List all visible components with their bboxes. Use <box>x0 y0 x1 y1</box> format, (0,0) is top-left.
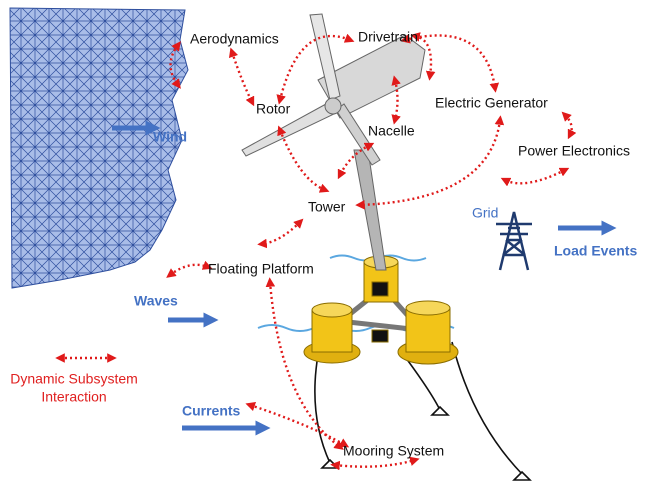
label: Electric Generator <box>435 95 548 111</box>
label: Nacelle <box>368 123 415 139</box>
label: Power Electronics <box>518 143 630 159</box>
label: Tower <box>308 199 346 215</box>
label: Rotor <box>256 101 291 117</box>
label: Aerodynamics <box>190 31 279 47</box>
load-label: Wind <box>153 129 187 145</box>
label: Floating Platform <box>208 261 314 277</box>
labels: Aerodynamics Drivetrain Rotor Electric G… <box>10 29 637 459</box>
legend-label: Dynamic Subsystem <box>10 371 138 387</box>
legend-label: Interaction <box>41 389 106 405</box>
load-label: Grid <box>472 205 498 221</box>
label: Mooring System <box>343 443 444 459</box>
load-label: Waves <box>134 293 178 309</box>
platform <box>303 255 459 365</box>
pylon <box>496 211 532 271</box>
turbine <box>241 13 426 271</box>
label: Drivetrain <box>358 29 418 45</box>
load-label: Currents <box>182 403 241 419</box>
wind-field <box>9 7 189 289</box>
interaction-arrows <box>55 32 577 471</box>
load-label: Load Events <box>554 243 637 259</box>
